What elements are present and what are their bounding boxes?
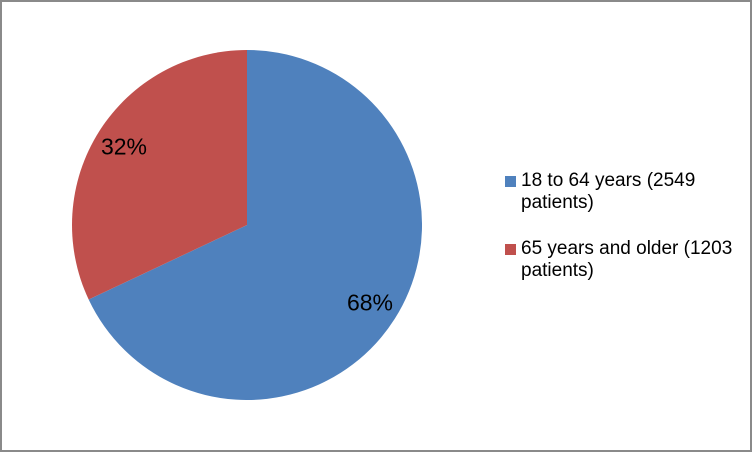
legend: 18 to 64 years (2549 patients) 65 years … (505, 170, 733, 306)
legend-swatch-red (505, 244, 516, 255)
pie-slice (72, 50, 248, 300)
pie-chart (72, 50, 422, 400)
pie-slice (88, 50, 422, 400)
pie-percent-label: 68% (346, 289, 394, 316)
legend-label: 18 to 64 years (2549 patients) (521, 170, 696, 213)
legend-item: 65 years and older (1203 patients) (505, 238, 733, 282)
legend-swatch-blue (505, 176, 516, 187)
pie-percent-label: 32% (100, 133, 148, 160)
legend-item: 18 to 64 years (2549 patients) (505, 170, 733, 214)
legend-label: 65 years and older (1203 patients) (521, 238, 733, 281)
